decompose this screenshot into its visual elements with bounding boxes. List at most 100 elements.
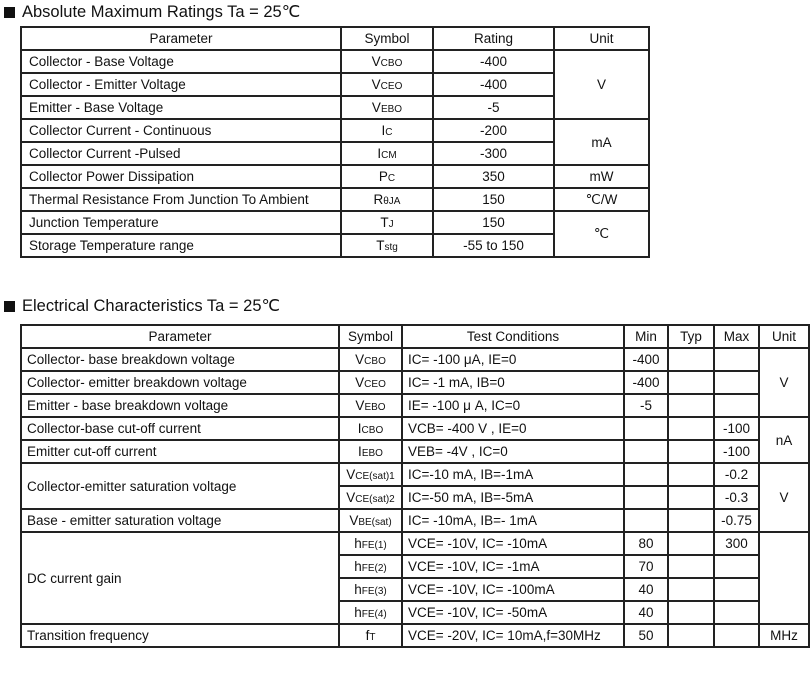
max-cell: -0.2	[713, 462, 760, 487]
symbol-cell: hFE(2)	[338, 554, 403, 579]
table-row: Junction Temperature TJ 150 ℃	[20, 210, 650, 258]
symbol-cell: hFE(1)	[338, 531, 403, 556]
symbol-subscript: FE(2)	[361, 563, 387, 574]
symbol-subscript: CE(sat)2	[355, 494, 395, 505]
min-cell	[623, 416, 669, 441]
symbol-subscript: FE(1)	[361, 540, 387, 551]
symbol-cell: IEBO	[338, 439, 403, 464]
parameter-cell: Collector Current -Pulsed	[20, 141, 342, 166]
symbol-cell: VEBO	[338, 393, 403, 418]
test-conditions-cell: IC= -1 mA, IB=0	[401, 370, 625, 395]
max-cell	[713, 393, 760, 418]
electrical-characteristics-table: Parameter Symbol Test Conditions Min Typ…	[20, 324, 810, 648]
max-cell: -0.75	[713, 508, 760, 533]
symbol-subscript: FE(4)	[361, 609, 387, 620]
rating-cell: -200	[432, 118, 555, 143]
test-conditions-cell: IE= -100 μ A, IC=0	[401, 393, 625, 418]
symbol-cell: RθJA	[340, 187, 434, 212]
symbol-main: T	[376, 238, 385, 253]
test-conditions-cell: VCE= -10V, IC= -50mA	[401, 600, 625, 625]
test-conditions-cell: VCE= -10V, IC= -10mA	[401, 531, 625, 556]
test-conditions-cell: VCE= -20V, IC= 10mA,f=30MHz	[401, 623, 625, 648]
parameter-cell: Collector - Base Voltage	[20, 49, 342, 74]
symbol-subscript: CM	[381, 150, 397, 161]
test-conditions-cell: IC= -100 μA, IE=0	[401, 347, 625, 372]
unit-cell: V	[553, 49, 650, 120]
symbol-main: V	[346, 467, 356, 482]
symbol-subscript: CBO	[361, 425, 384, 436]
max-cell: 300	[713, 531, 760, 556]
typ-cell	[667, 347, 715, 372]
unit-cell: V	[758, 347, 810, 418]
symbol-cell: TJ	[340, 210, 434, 235]
header-typ: Typ	[667, 324, 715, 349]
table-header-row: Parameter Symbol Rating Unit	[20, 26, 650, 51]
test-conditions-cell: VCE= -10V, IC= -1mA	[401, 554, 625, 579]
symbol-cell: VCBO	[338, 347, 403, 372]
unit-cell: mW	[553, 164, 650, 189]
symbol-main: h	[354, 559, 362, 574]
symbol-cell: VEBO	[340, 95, 434, 120]
rating-cell: -400	[432, 72, 555, 97]
symbol-subscript: EBO	[364, 402, 386, 413]
symbol-cell: PC	[340, 164, 434, 189]
symbol-main: h	[354, 536, 362, 551]
parameter-cell: Junction Temperature	[20, 210, 342, 235]
min-cell: 40	[623, 577, 669, 602]
symbol-main: P	[378, 169, 388, 184]
header-test-conditions: Test Conditions	[401, 324, 625, 349]
table-row: DC current gain hFE(1) VCE= -10V, IC= -10m…	[20, 531, 810, 625]
symbol-cell: ICM	[340, 141, 434, 166]
symbol-main: V	[371, 54, 381, 69]
abs-max-title-text: Absolute Maximum Ratings Ta = 25℃	[22, 3, 301, 21]
header-unit: Unit	[758, 324, 810, 349]
unit-cell: V	[758, 462, 810, 533]
symbol-main: V	[349, 513, 359, 528]
table-row: Collector Current - Continuous IC -200 mA	[20, 118, 650, 166]
header-max: Max	[713, 324, 760, 349]
symbol-subscript: T	[369, 632, 376, 643]
max-cell: -100	[713, 416, 760, 441]
test-conditions-cell: VCB= -400 V , IE=0	[401, 416, 625, 441]
parameter-cell: Collector- emitter breakdown voltage	[20, 370, 340, 395]
symbol-main: V	[371, 77, 381, 92]
unit-cell: ℃/W	[553, 187, 650, 212]
symbol-subscript: CEO	[380, 81, 403, 92]
header-symbol: Symbol	[340, 26, 434, 51]
symbol-main: I	[377, 146, 382, 161]
min-cell	[623, 508, 669, 533]
electrical-title: Electrical Characteristics Ta = 25℃	[4, 296, 280, 316]
symbol-main: I	[381, 123, 386, 138]
parameter-cell: Emitter - Base Voltage	[20, 95, 342, 120]
symbol-cell: hFE(4)	[338, 600, 403, 625]
table-row: Transition frequency fT VCE= -20V, IC= 10m…	[20, 623, 810, 648]
table-row: Emitter - base breakdown voltage VEBO IE= …	[20, 393, 809, 418]
symbol-cell: ICBO	[338, 416, 403, 441]
typ-cell	[667, 600, 715, 625]
rating-cell: 150	[432, 187, 555, 212]
header-parameter: Parameter	[20, 26, 342, 51]
parameter-cell: Emitter - base breakdown voltage	[20, 393, 340, 418]
symbol-cell: VCE(sat)2	[338, 485, 403, 510]
symbol-subscript: EBO	[361, 448, 383, 459]
typ-cell	[667, 531, 715, 556]
parameter-cell: Emitter cut-off current	[20, 439, 340, 464]
symbol-main: V	[355, 398, 365, 413]
table-row: hFE(2) VCE= -10V, IC= -1mA 70	[21, 554, 809, 579]
symbol-cell: VCEO	[340, 72, 434, 97]
symbol-subscript: C	[387, 173, 396, 184]
typ-cell	[667, 393, 715, 418]
rating-cell: 150	[432, 210, 555, 235]
parameter-cell: Collector-base cut-off current	[20, 416, 340, 441]
table-row: Collector-base cut-off current ICBO VCB= -…	[20, 416, 810, 464]
parameter-cell: Collector - Emitter Voltage	[20, 72, 342, 97]
symbol-subscript: EBO	[380, 104, 403, 115]
table-row: Collector - Emitter Voltage VCEO -400	[20, 72, 649, 97]
symbol-subscript: stg	[384, 242, 398, 253]
symbol-subscript: C	[385, 127, 393, 138]
max-cell: -0.3	[713, 485, 760, 510]
max-cell	[713, 370, 760, 395]
parameter-cell: Transition frequency	[20, 623, 340, 648]
parameter-cell: DC current gain	[20, 531, 340, 625]
header-min: Min	[623, 324, 669, 349]
